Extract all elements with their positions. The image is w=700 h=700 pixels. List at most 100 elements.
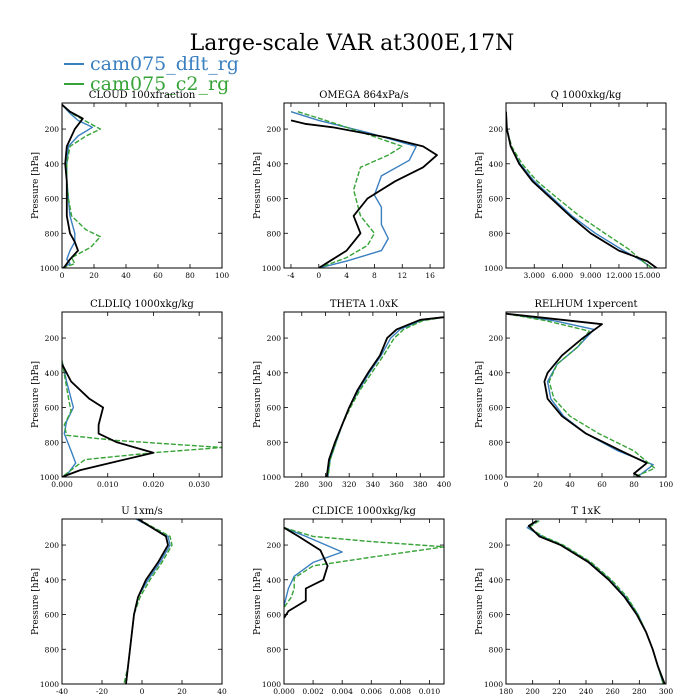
series-line-2	[62, 104, 102, 268]
x-tick-label: 0.010	[97, 480, 119, 489]
panel-3: Q 1000xkg/kg 3.000 6.000 9.000 12.000 15.000 2…	[475, 90, 667, 280]
y-tick-label: 400	[489, 369, 504, 378]
panel-title: CLOUD 100xfraction	[89, 90, 196, 101]
x-tick-label: 100	[215, 271, 230, 280]
series-line-1	[290, 111, 417, 268]
y-axis-label: Pressure [hPa]	[475, 361, 485, 428]
y-tick-label: 200	[489, 541, 504, 550]
y-tick-label: 400	[267, 369, 282, 378]
y-tick-label: 200	[45, 541, 60, 550]
series-group	[526, 519, 666, 684]
series-group	[506, 111, 658, 268]
x-tick-label: 80	[629, 480, 639, 489]
x-tick-label: 0.030	[188, 480, 210, 489]
y-tick-label: 800	[267, 645, 282, 654]
series-group	[506, 312, 656, 477]
series-line-3	[125, 519, 169, 684]
x-tick-label: 8	[372, 271, 377, 280]
x-tick-label: 60	[153, 271, 163, 280]
series-line-3	[290, 119, 438, 268]
series-line-2	[506, 111, 653, 268]
x-tick-label: 16	[425, 271, 435, 280]
y-tick-label: 400	[45, 160, 60, 169]
y-tick-label: 400	[45, 576, 60, 585]
y-tick-label: 600	[45, 611, 60, 620]
y-tick-label: 600	[489, 611, 504, 620]
panel-5: THETA 1.0xK 280 300 320 340 360 380 400 200 400 60…	[253, 299, 451, 489]
y-tick-label: 200	[489, 125, 504, 134]
y-tick-label: 1000	[484, 264, 503, 273]
series-line-3	[325, 316, 444, 477]
plot-frame	[283, 102, 445, 269]
panel-4: CLDLIQ 1000xkg/kg 0.000 0.010 0.020 0.030 200…	[31, 299, 223, 489]
panel-title: U 1xm/s	[121, 506, 163, 517]
panel-title: OMEGA 864xPa/s	[319, 90, 409, 101]
y-tick-label: 600	[267, 195, 282, 204]
y-axis-label: Pressure [hPa]	[253, 152, 263, 219]
panel-title: THETA 1.0xK	[330, 299, 399, 310]
x-tick-label: 300	[318, 480, 333, 489]
x-tick-label: 0.004	[331, 687, 353, 696]
series-group	[325, 316, 444, 477]
y-axis-label: Pressure [hPa]	[253, 568, 263, 635]
y-tick-label: 200	[267, 334, 282, 343]
y-tick-label: 1000	[262, 264, 281, 273]
y-tick-label: 200	[267, 541, 282, 550]
x-tick-label: 240	[579, 687, 594, 696]
y-tick-label: 200	[45, 125, 60, 134]
series-line-2	[62, 360, 222, 477]
series-group	[62, 360, 222, 477]
plot-frame	[61, 311, 223, 478]
x-tick-label: 0.000	[273, 687, 295, 696]
panel-title: T 1xK	[571, 506, 601, 517]
legend: cam075_dflt_rg cam075_c2_rg	[64, 53, 239, 95]
x-tick-label: 20	[533, 480, 543, 489]
y-tick-label: 600	[267, 404, 282, 413]
x-tick-label: 320	[342, 480, 357, 489]
x-tick-label: 20	[89, 271, 99, 280]
y-tick-label: 600	[45, 195, 60, 204]
series-line-2	[284, 527, 444, 609]
x-tick-label: 0.002	[302, 687, 324, 696]
panel-2: OMEGA 864xPa/s -4 0 4 8 12 16 200 400 600 800 1000 P…	[253, 90, 445, 280]
series-line-3	[527, 519, 666, 684]
series-line-3	[284, 526, 329, 619]
series-line-1	[506, 111, 653, 268]
y-tick-label: 1000	[40, 264, 59, 273]
y-tick-label: 1000	[40, 680, 59, 689]
y-tick-label: 800	[45, 229, 60, 238]
x-tick-label: 400	[437, 480, 452, 489]
y-axis-label: Pressure [hPa]	[31, 361, 41, 428]
y-tick-label: 800	[267, 438, 282, 447]
x-tick-label: 220	[552, 687, 567, 696]
figure-title: Large-scale VAR at300E,17N	[190, 31, 515, 56]
series-line-2	[123, 519, 173, 684]
series-group	[290, 111, 438, 268]
series-line-3	[506, 312, 648, 477]
x-tick-label: 0.010	[419, 687, 441, 696]
plot-frame	[61, 518, 223, 685]
y-tick-label: 800	[489, 645, 504, 654]
y-tick-label: 1000	[262, 473, 281, 482]
y-axis-label: Pressure [hPa]	[475, 568, 485, 635]
series-line-3	[506, 111, 658, 268]
series-group	[123, 519, 173, 684]
plot-frame	[61, 102, 223, 269]
x-tick-label: 6.000	[552, 271, 574, 280]
panel-6: RELHUM 1xpercent 0 20 40 60 80 100 200 400 600 800…	[475, 299, 673, 489]
panel-title: CLDLIQ 1000xkg/kg	[90, 299, 194, 310]
y-tick-label: 400	[45, 369, 60, 378]
x-tick-label: 0	[140, 687, 145, 696]
x-tick-label: 0	[60, 271, 65, 280]
y-tick-label: 800	[45, 438, 60, 447]
x-tick-label: 0.020	[143, 480, 165, 489]
x-tick-label: 260	[606, 687, 621, 696]
panel-title: RELHUM 1xpercent	[534, 299, 637, 310]
x-tick-label: 340	[366, 480, 381, 489]
series-line-2	[506, 313, 656, 477]
panel-title: Q 1000xkg/kg	[551, 90, 622, 101]
x-tick-label: 80	[185, 271, 195, 280]
x-tick-label: 300	[659, 687, 674, 696]
y-tick-label: 800	[45, 645, 60, 654]
